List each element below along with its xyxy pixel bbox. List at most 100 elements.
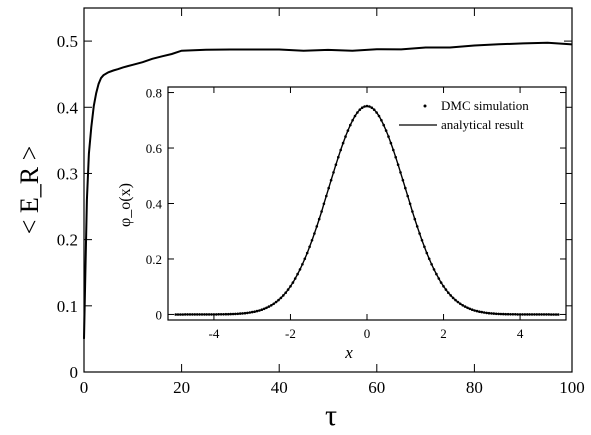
inset-dmc-point xyxy=(210,313,213,316)
inset-dmc-point xyxy=(375,111,378,114)
inset-dmc-point xyxy=(217,313,220,316)
inset-dmc-point xyxy=(451,296,455,300)
inset-dmc-point xyxy=(396,163,400,166)
inset-dmc-point xyxy=(265,306,268,310)
inset-dmc-point xyxy=(246,311,249,315)
inset-dmc-point xyxy=(492,312,496,315)
inset-dmc-point xyxy=(468,307,472,311)
inset-dmc-point xyxy=(310,239,314,242)
inset-dmc-point xyxy=(284,291,288,295)
inset-dmc-point xyxy=(511,313,515,316)
legend-dmc-marker xyxy=(423,104,427,108)
inset-x-tick-label: 0 xyxy=(364,326,371,341)
inset-dmc-point xyxy=(205,313,208,316)
inset-dmc-point xyxy=(518,313,522,316)
inset-dmc-point xyxy=(475,309,479,313)
inset-dmc-point xyxy=(305,251,309,255)
inset-dmc-point xyxy=(224,312,228,316)
inset-x-tick-label: -4 xyxy=(209,326,220,341)
inset-dmc-point xyxy=(494,312,498,316)
inset-dmc-point xyxy=(372,108,376,111)
inset-dmc-point xyxy=(485,311,488,315)
inset-dmc-point xyxy=(514,313,517,316)
inset-dmc-point xyxy=(437,277,441,280)
inset-dmc-point xyxy=(549,313,553,316)
inset-dmc-point xyxy=(353,114,357,118)
inset-dmc-point xyxy=(207,313,211,316)
inset-dmc-point xyxy=(195,313,199,316)
inset-dmc-point xyxy=(234,312,237,316)
inset-dmc-point xyxy=(516,313,519,316)
inset-dmc-point xyxy=(368,105,371,108)
inset-dmc-point xyxy=(277,298,280,302)
inset-x-axis-label: x xyxy=(344,343,353,362)
inset-dmc-point xyxy=(377,114,381,118)
inset-dmc-point xyxy=(193,313,197,316)
inset-dmc-point xyxy=(317,217,321,221)
inset-dmc-point xyxy=(459,302,462,306)
inset-dmc-point xyxy=(506,312,510,316)
inset-dmc-point xyxy=(248,311,252,314)
inset-dmc-point xyxy=(384,129,388,132)
main-y-axis-label: < E_R > xyxy=(15,146,44,235)
inset-dmc-point xyxy=(301,263,304,266)
inset-dmc-point xyxy=(427,257,431,261)
inset-dmc-point xyxy=(339,148,343,152)
inset-dmc-point xyxy=(370,106,374,109)
inset-dmc-point xyxy=(356,111,359,114)
inset-dmc-point xyxy=(547,313,551,316)
inset-dmc-point xyxy=(183,313,187,316)
inset-dmc-point xyxy=(346,129,350,132)
inset-dmc-point xyxy=(509,313,512,316)
inset-dmc-point xyxy=(329,178,333,182)
inset-dmc-point xyxy=(327,186,331,190)
inset-x-tick-label: 2 xyxy=(440,326,447,341)
inset-dmc-point xyxy=(351,119,354,122)
inset-dmc-point xyxy=(537,313,541,316)
inset-dmc-point xyxy=(490,312,493,315)
inset-dmc-point xyxy=(545,313,548,316)
inset-dmc-point xyxy=(296,272,299,276)
inset-dmc-point xyxy=(557,313,560,316)
inset-dmc-point xyxy=(322,202,326,206)
inset-dmc-point xyxy=(473,309,476,312)
inset-dmc-point xyxy=(222,313,225,316)
inset-dmc-point xyxy=(542,313,546,316)
inset-dmc-point xyxy=(399,171,402,174)
inset-dmc-point xyxy=(504,312,508,316)
inset-dmc-point xyxy=(274,300,278,304)
inset-dmc-point xyxy=(404,186,407,190)
inset-dmc-point xyxy=(191,313,194,316)
inset-dmc-point xyxy=(540,313,543,316)
inset-dmc-point xyxy=(320,210,323,213)
inset-dmc-point xyxy=(291,281,295,284)
main-y-tick-label: 0.1 xyxy=(57,297,78,316)
inset-dmc-point xyxy=(332,171,335,174)
inset-dmc-point xyxy=(215,313,218,316)
inset-dmc-point xyxy=(389,141,393,145)
inset-y-tick-label: 0.6 xyxy=(146,141,163,156)
inset-dmc-point xyxy=(530,313,534,316)
inset-dmc-point xyxy=(365,104,369,108)
inset-dmc-point xyxy=(447,291,450,295)
inset-dmc-point xyxy=(466,306,469,310)
inset-dmc-point xyxy=(334,163,338,166)
inset-dmc-point xyxy=(181,313,185,316)
inset-dmc-point xyxy=(528,313,531,316)
inset-dmc-point xyxy=(449,294,453,297)
inset-dmc-point xyxy=(344,135,347,138)
inset-dmc-point xyxy=(212,313,216,316)
inset-dmc-point xyxy=(415,225,419,228)
inset-dmc-point xyxy=(439,281,443,284)
inset-dmc-point xyxy=(186,313,189,316)
inset-dmc-point xyxy=(231,312,235,316)
inset-dmc-point xyxy=(482,311,486,314)
inset-dmc-point xyxy=(289,285,292,288)
inset-dmc-point xyxy=(423,245,426,249)
inset-dmc-point xyxy=(198,313,201,316)
inset-dmc-point xyxy=(420,239,424,242)
inset-dmc-point xyxy=(413,217,417,221)
inset-dmc-point xyxy=(523,313,527,316)
